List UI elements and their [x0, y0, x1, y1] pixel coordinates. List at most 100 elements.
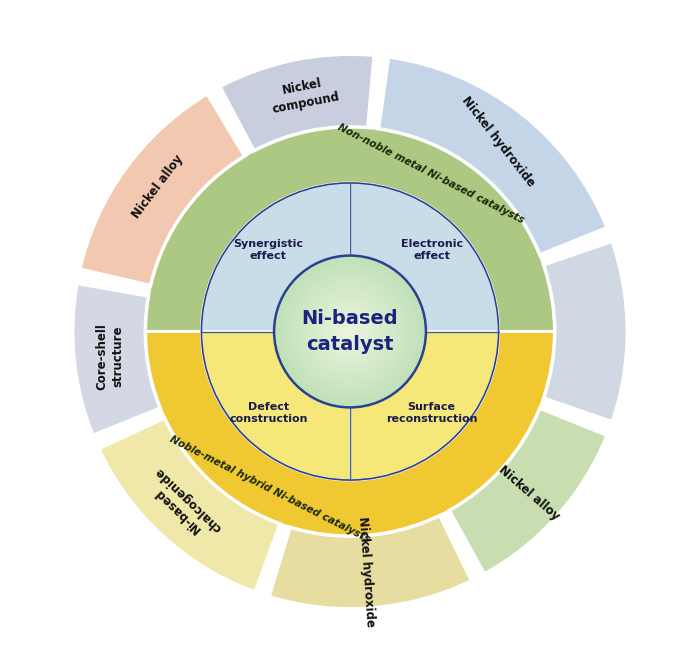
Circle shape [282, 264, 418, 399]
Text: Nickel hydroxide: Nickel hydroxide [459, 94, 538, 189]
Circle shape [336, 318, 364, 345]
Circle shape [314, 295, 386, 368]
Circle shape [344, 326, 356, 337]
Circle shape [298, 279, 402, 384]
Circle shape [327, 309, 373, 354]
Circle shape [349, 331, 351, 332]
Wedge shape [543, 241, 627, 422]
Circle shape [326, 307, 374, 356]
Circle shape [307, 288, 393, 375]
Circle shape [334, 316, 366, 347]
Circle shape [318, 299, 382, 364]
Text: Ni-based
catalyst: Ni-based catalyst [302, 309, 398, 354]
Circle shape [314, 296, 386, 367]
Wedge shape [99, 418, 280, 592]
Circle shape [274, 255, 426, 408]
Circle shape [344, 325, 356, 338]
Circle shape [295, 276, 405, 387]
Wedge shape [269, 515, 472, 609]
Circle shape [286, 267, 414, 396]
Circle shape [300, 281, 400, 382]
Circle shape [281, 263, 419, 400]
Text: Ni-based
chalcogenide: Ni-based chalcogenide [141, 464, 224, 546]
Circle shape [328, 310, 372, 353]
Text: Nickel alloy: Nickel alloy [496, 463, 562, 522]
Circle shape [306, 287, 394, 376]
Text: Synergistic
effect: Synergistic effect [233, 239, 303, 261]
Circle shape [345, 326, 355, 337]
Wedge shape [146, 127, 554, 332]
Circle shape [341, 323, 359, 340]
Circle shape [348, 330, 352, 333]
Circle shape [287, 269, 413, 394]
Circle shape [346, 328, 354, 335]
Circle shape [274, 256, 426, 407]
Circle shape [297, 278, 403, 385]
Circle shape [293, 274, 407, 389]
Circle shape [333, 315, 367, 348]
Circle shape [322, 304, 378, 359]
Circle shape [302, 284, 398, 379]
Circle shape [308, 290, 392, 373]
Circle shape [327, 308, 373, 355]
Circle shape [276, 258, 424, 405]
Circle shape [346, 327, 354, 336]
Circle shape [294, 275, 406, 388]
Circle shape [301, 283, 399, 380]
Circle shape [323, 305, 377, 358]
Circle shape [305, 286, 395, 377]
Circle shape [316, 298, 384, 365]
Circle shape [307, 289, 393, 374]
Text: Defect
construction: Defect construction [229, 402, 307, 424]
Circle shape [317, 298, 383, 365]
Wedge shape [202, 332, 350, 480]
Circle shape [281, 262, 419, 401]
Wedge shape [350, 183, 498, 332]
Circle shape [309, 290, 391, 373]
Circle shape [318, 300, 382, 363]
Circle shape [337, 318, 363, 345]
Circle shape [279, 260, 421, 403]
Circle shape [289, 271, 411, 392]
Circle shape [277, 259, 423, 404]
Wedge shape [80, 93, 244, 286]
Circle shape [319, 300, 381, 363]
Circle shape [323, 304, 377, 359]
Wedge shape [350, 332, 498, 480]
Circle shape [315, 297, 385, 366]
Circle shape [342, 324, 358, 339]
Circle shape [343, 325, 357, 338]
Circle shape [311, 292, 389, 371]
Text: Core-shell
structure: Core-shell structure [96, 324, 125, 390]
Circle shape [284, 266, 416, 397]
Circle shape [324, 306, 376, 357]
Circle shape [316, 297, 384, 366]
Circle shape [321, 303, 379, 360]
Circle shape [330, 312, 370, 351]
Circle shape [279, 261, 421, 402]
Circle shape [281, 263, 419, 400]
Circle shape [321, 302, 379, 361]
Circle shape [309, 291, 391, 372]
Circle shape [286, 268, 414, 395]
Circle shape [295, 277, 405, 386]
Circle shape [339, 320, 361, 343]
Circle shape [342, 324, 358, 339]
Circle shape [288, 269, 412, 394]
Circle shape [338, 320, 362, 343]
Circle shape [288, 270, 412, 393]
Circle shape [326, 308, 374, 355]
Circle shape [329, 311, 371, 352]
Circle shape [296, 278, 404, 385]
Circle shape [312, 293, 388, 370]
Wedge shape [202, 183, 350, 332]
Circle shape [294, 276, 406, 387]
Wedge shape [220, 54, 374, 151]
Circle shape [347, 329, 353, 334]
Text: Nickel alloy: Nickel alloy [130, 152, 186, 221]
Circle shape [288, 269, 412, 394]
Circle shape [340, 322, 360, 341]
Circle shape [340, 321, 360, 342]
Circle shape [335, 316, 365, 347]
Circle shape [332, 313, 368, 350]
